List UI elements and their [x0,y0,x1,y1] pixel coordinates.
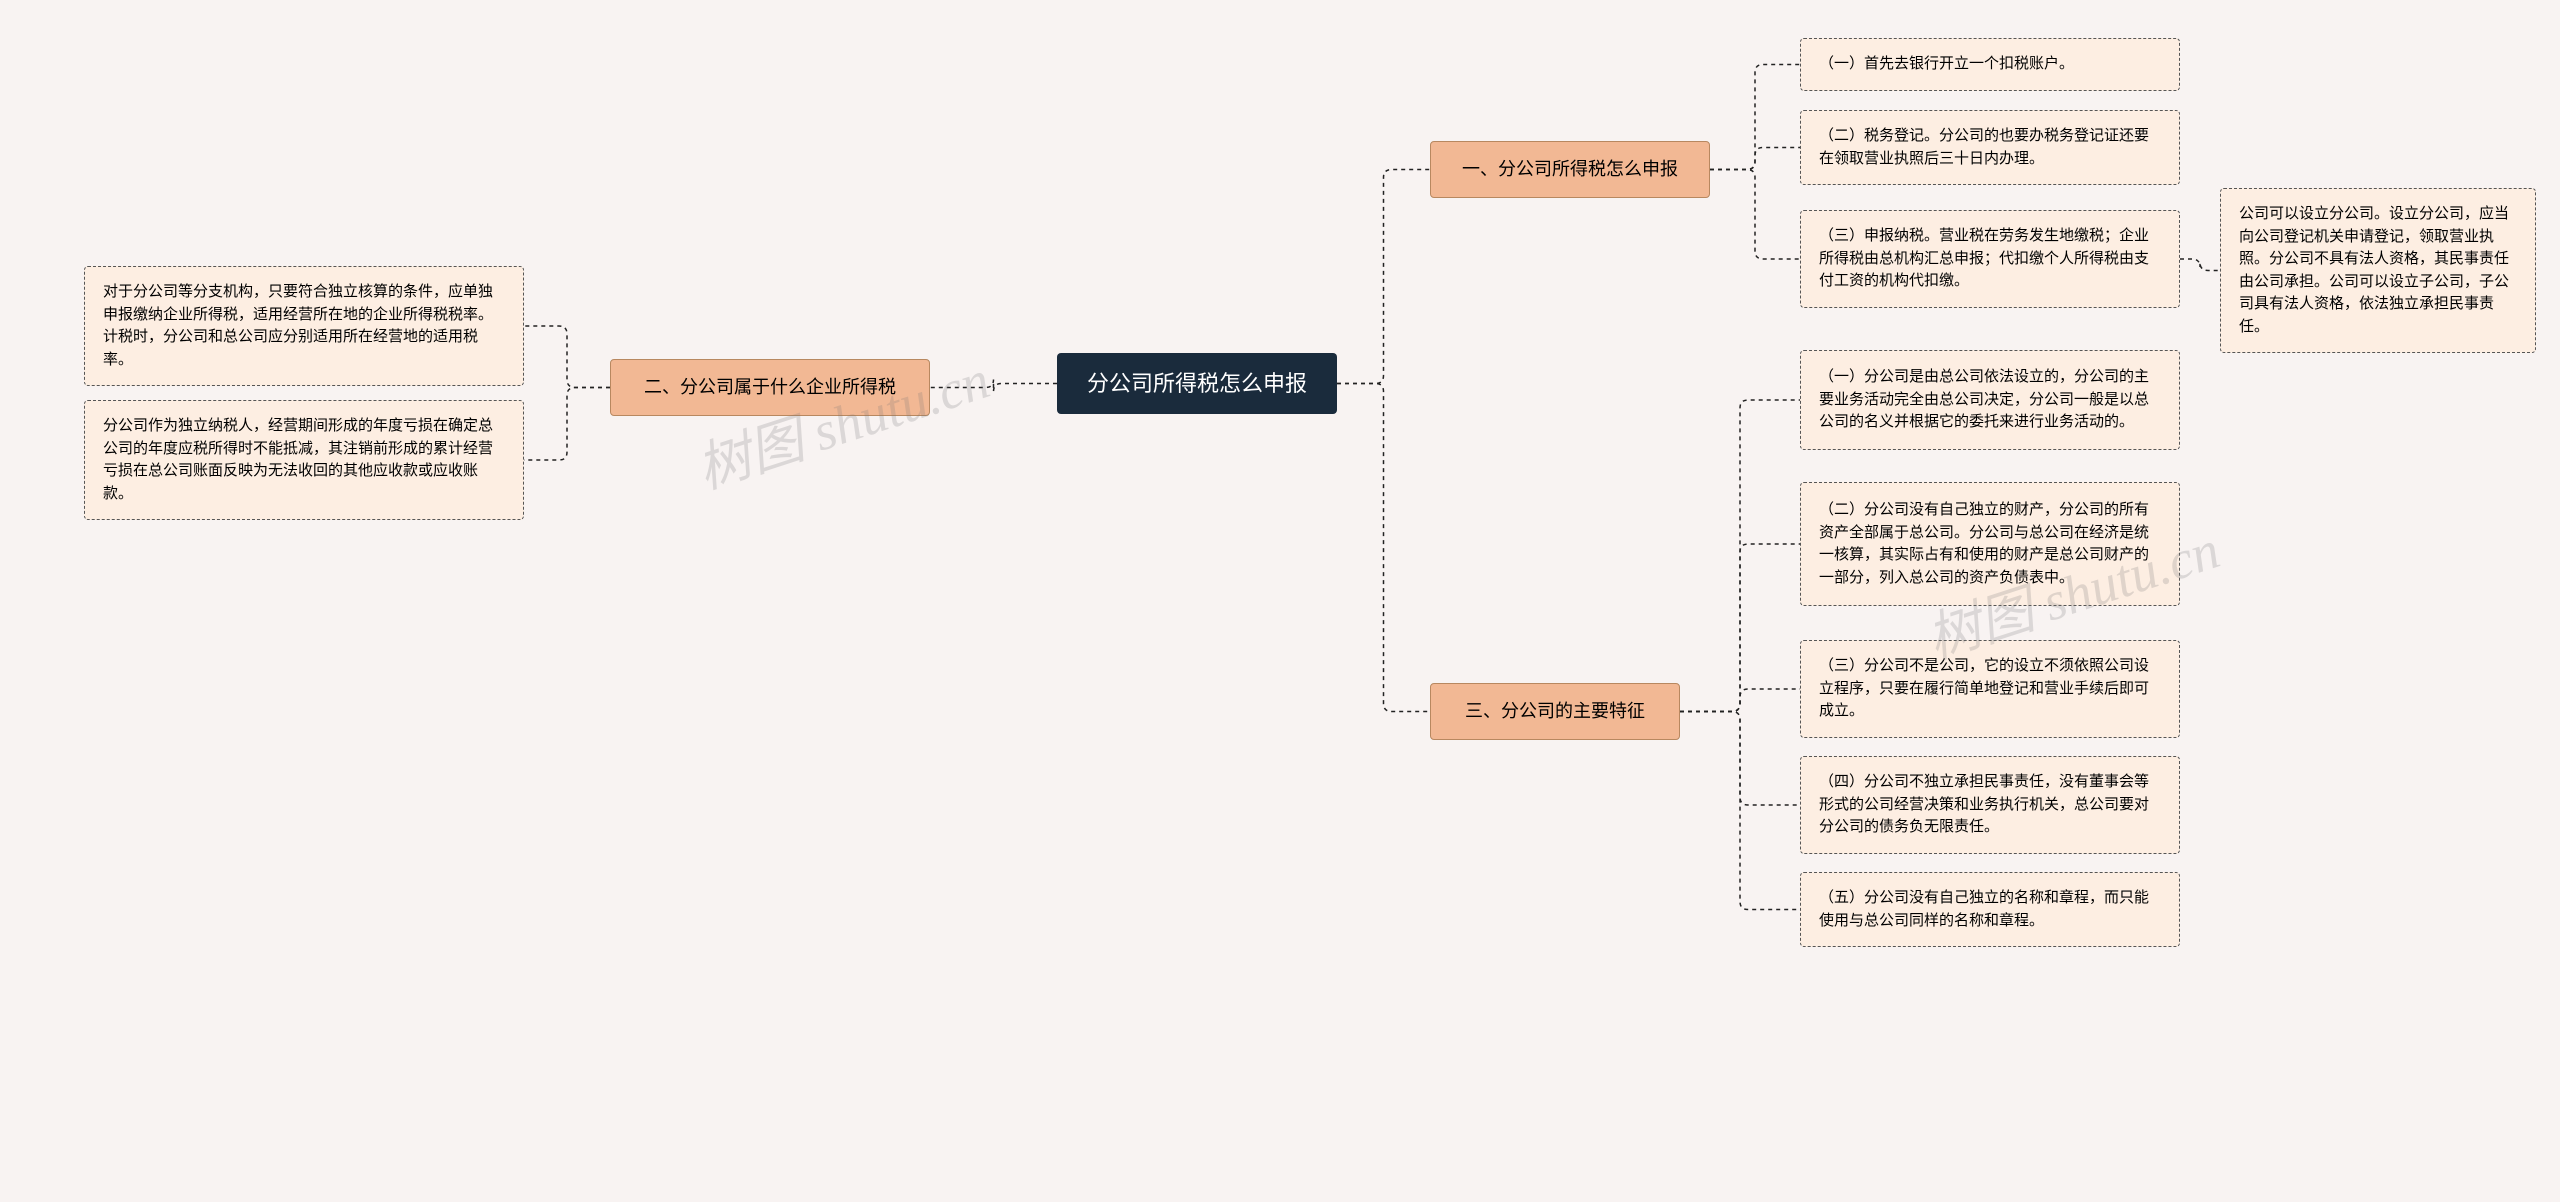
connector [930,380,1057,392]
leaf-node: （二）税务登记。分公司的也要办税务登记证还要在领取营业执照后三十日内办理。 [1800,110,2180,185]
leaf-node: 分公司作为独立纳税人，经营期间形成的年度亏损在确定总公司的年度应税所得时不能抵减… [84,400,524,520]
leaf-text: （三）分公司不是公司，它的设立不须依照公司设立程序，只要在履行简单地登记和营业手… [1819,655,2161,723]
connector [1710,170,1800,260]
root-label: 分公司所得税怎么申报 [1087,367,1307,400]
leaf-text: （四）分公司不独立承担民事责任，没有董事会等形式的公司经营决策和业务执行机关，总… [1819,771,2161,839]
branch-label: 一、分公司所得税怎么申报 [1462,156,1678,183]
leaf-node: （一）分公司是由总公司依法设立的，分公司的主要业务活动完全由总公司决定，分公司一… [1800,350,2180,450]
leaf-text: （二）分公司没有自己独立的财产，分公司的所有资产全部属于总公司。分公司与总公司在… [1819,499,2161,589]
connector [1337,170,1430,384]
leaf-node: （三）分公司不是公司，它的设立不须依照公司设立程序，只要在履行简单地登记和营业手… [1800,640,2180,738]
connector [1680,400,1800,712]
leaf-node: （五）分公司没有自己独立的名称和章程，而只能使用与总公司同样的名称和章程。 [1800,872,2180,947]
leaf-text: （三）申报纳税。营业税在劳务发生地缴税；企业所得税由总机构汇总申报；代扣缴个人所… [1819,225,2161,293]
connector [1680,712,1800,806]
leaf-text: （一）首先去银行开立一个扣税账户。 [1819,53,2161,76]
connector [1680,544,1800,712]
leaf-node: （二）分公司没有自己独立的财产，分公司的所有资产全部属于总公司。分公司与总公司在… [1800,482,2180,606]
leaf-text: （二）税务登记。分公司的也要办税务登记证还要在领取营业执照后三十日内办理。 [1819,125,2161,170]
connector [1680,689,1800,712]
connector [524,326,610,388]
leaf-text: 对于分公司等分支机构，只要符合独立核算的条件，应单独申报缴纳企业所得税，适用经营… [103,281,505,371]
connector [2180,259,2220,271]
leaf-text: 分公司作为独立纳税人，经营期间形成的年度亏损在确定总公司的年度应税所得时不能抵减… [103,415,505,505]
leaf-node: 对于分公司等分支机构，只要符合独立核算的条件，应单独申报缴纳企业所得税，适用经营… [84,266,524,386]
connector [1337,384,1430,712]
branch-node-3: 三、分公司的主要特征 [1430,683,1680,740]
branch-node-1: 一、分公司所得税怎么申报 [1430,141,1710,198]
leaf-text: 公司可以设立分公司。设立分公司，应当向公司登记机关申请登记，领取营业执照。分公司… [2239,203,2517,338]
leaf-node: （四）分公司不独立承担民事责任，没有董事会等形式的公司经营决策和业务执行机关，总… [1800,756,2180,854]
leaf-node: 公司可以设立分公司。设立分公司，应当向公司登记机关申请登记，领取营业执照。分公司… [2220,188,2536,353]
branch-node-2: 二、分公司属于什么企业所得税 [610,359,930,416]
leaf-node: （一）首先去银行开立一个扣税账户。 [1800,38,2180,91]
leaf-text: （五）分公司没有自己独立的名称和章程，而只能使用与总公司同样的名称和章程。 [1819,887,2161,932]
connector [1710,148,1800,170]
leaf-node: （三）申报纳税。营业税在劳务发生地缴税；企业所得税由总机构汇总申报；代扣缴个人所… [1800,210,2180,308]
branch-label: 二、分公司属于什么企业所得税 [644,374,896,401]
connector [1710,65,1800,170]
mindmap-canvas: 分公司所得税怎么申报 一、分公司所得税怎么申报 （一）首先去银行开立一个扣税账户… [0,0,2560,1202]
leaf-text: （一）分公司是由总公司依法设立的，分公司的主要业务活动完全由总公司决定，分公司一… [1819,366,2161,434]
branch-label: 三、分公司的主要特征 [1465,698,1645,725]
connector [1680,712,1800,910]
root-node: 分公司所得税怎么申报 [1057,353,1337,414]
connector [524,388,610,461]
